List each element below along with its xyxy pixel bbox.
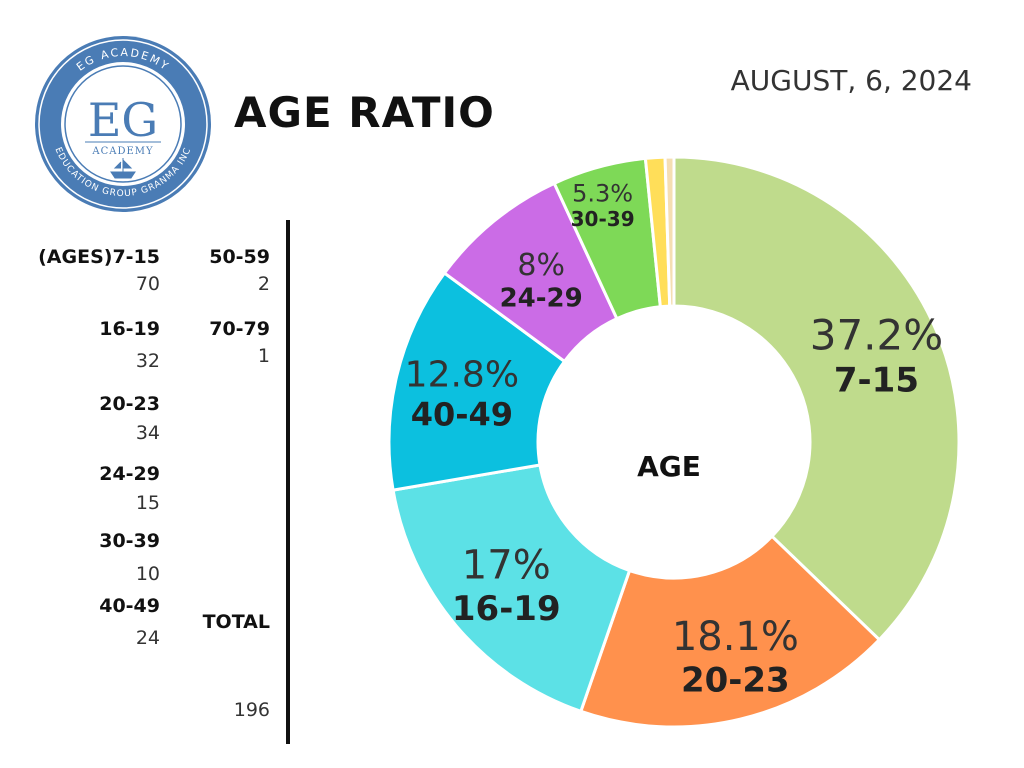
eg-academy-logo: EG ACADEMY EDUCATION GROUP GRANMA INC EG… xyxy=(35,36,211,212)
age-value-70-79: 1 xyxy=(257,345,270,367)
age-value-16-19: 32 xyxy=(135,350,160,372)
age-value-30-39: 10 xyxy=(135,563,160,585)
slice-percent-40-49: 12.8% xyxy=(405,354,519,395)
age-label-70-79: 70-79 xyxy=(209,318,270,340)
slice-label-24-29: 24-29 xyxy=(500,284,583,314)
report-date: AUGUST, 6, 2024 xyxy=(730,64,972,97)
age-label-16-19: 16-19 xyxy=(99,318,160,340)
slice-label-20-23: 20-23 xyxy=(681,661,790,701)
age-value-40-49: 24 xyxy=(135,627,160,649)
slice-percent-20-23: 18.1% xyxy=(672,614,799,660)
logo-initials: EG xyxy=(88,93,158,147)
age-label-30-39: 30-39 xyxy=(99,530,160,552)
age-value-20-23: 34 xyxy=(135,422,160,444)
age-label-7-15: (AGES)7-15 xyxy=(38,246,160,268)
slice-70-79 xyxy=(663,155,676,308)
slice-percent-16-19: 17% xyxy=(462,542,551,588)
page-title: AGE RATIO xyxy=(234,88,495,137)
slice-percent-24-29: 8% xyxy=(517,248,565,283)
ship-icon xyxy=(110,158,136,179)
slice-40-49 xyxy=(387,270,567,492)
slice-16-19 xyxy=(391,463,632,714)
slice-label-16-19: 16-19 xyxy=(452,589,561,629)
age-value-50-59: 2 xyxy=(257,273,270,295)
logo-word: ACADEMY xyxy=(91,146,153,157)
donut-center-label: AGE xyxy=(637,450,701,483)
slice-label-7-15: 7-15 xyxy=(834,361,919,401)
age-label-24-29: 24-29 xyxy=(99,463,160,485)
slice-label-40-49: 40-49 xyxy=(411,395,513,433)
age-label-50-59: 50-59 xyxy=(209,246,270,268)
slice-label-30-39: 30-39 xyxy=(571,207,635,231)
slice-20-23 xyxy=(578,534,882,729)
slice-percent-30-39: 5.3% xyxy=(572,179,633,207)
age-value-24-29: 15 xyxy=(135,492,160,514)
total-label: TOTAL xyxy=(202,611,270,633)
slice-percent-7-15: 37.2% xyxy=(810,311,943,360)
divider-line xyxy=(286,220,290,744)
age-label-20-23: 20-23 xyxy=(99,393,160,415)
age-value-7-15: 70 xyxy=(135,273,160,295)
age-label-40-49: 40-49 xyxy=(99,595,160,617)
total-value: 196 xyxy=(233,699,270,721)
slice-7-15 xyxy=(672,155,961,642)
age-donut-chart: 37.2%7-15 18.1%20-23 17%16-19 12.8%40-49 8%2… xyxy=(387,155,961,729)
